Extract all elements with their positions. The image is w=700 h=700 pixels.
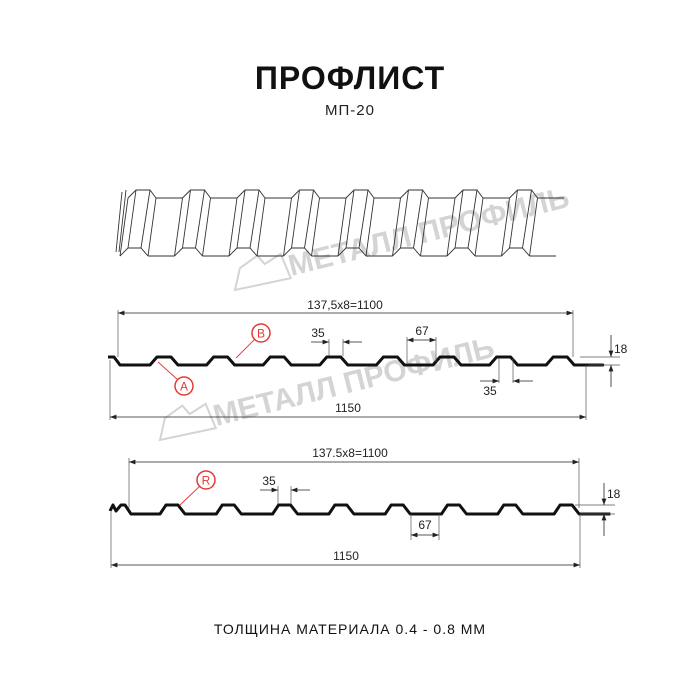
marker-r: [196, 470, 216, 490]
page-title: ПРОФЛИСТ: [254, 60, 446, 96]
watermark-logo-icon: [233, 252, 293, 292]
material-thickness-note: ТОЛЩИНА МАТЕРИАЛА 0.4 - 0.8 ММ: [213, 621, 487, 637]
profile-a-section: [108, 355, 605, 367]
profile-b: 137.5x8=1100 1150 35 67 18 R: [108, 446, 621, 568]
watermark-text: МЕТАЛЛ ПРОФИЛЬ: [285, 181, 573, 283]
width-dimension-label: 1150: [333, 549, 359, 563]
page-subtitle: МП-20: [325, 102, 375, 119]
marker-b: [251, 323, 271, 343]
pitch-dimension-label: 137,5х8=1100: [307, 298, 383, 312]
height-label: 18: [607, 487, 621, 501]
width-dimension-label: 1150: [335, 401, 361, 415]
marker-a-label: A: [180, 380, 188, 394]
rib-gap-label: 67: [418, 518, 432, 532]
watermark-logo-icon: [158, 402, 218, 442]
watermark-2: МЕТАЛЛ ПРОФИЛЬ: [158, 331, 498, 442]
bottom-width-label: 35: [483, 384, 497, 398]
pitch-dimension-label: 137.5x8=1100: [312, 446, 388, 460]
watermark-1: МЕТАЛЛ ПРОФИЛЬ: [233, 181, 573, 292]
marker-a: [174, 376, 194, 396]
marker-r-label: R: [202, 474, 211, 488]
watermark-text: МЕТАЛЛ ПРОФИЛЬ: [210, 331, 498, 433]
profile-b-section: [108, 503, 611, 516]
marker-b-label: B: [257, 327, 265, 341]
rib-gap-label: 67: [415, 324, 429, 338]
sheet-3d-view: [115, 189, 564, 257]
top-width-label: 35: [311, 326, 325, 340]
profile-a: 137,5х8=1100 1150 35 67 35 18 A: [108, 298, 628, 420]
top-width-label: 35: [262, 474, 276, 488]
height-label: 18: [614, 342, 628, 356]
